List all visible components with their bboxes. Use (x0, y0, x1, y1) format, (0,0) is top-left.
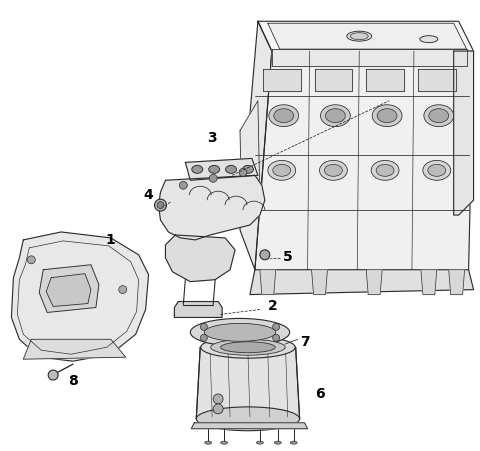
Circle shape (213, 394, 223, 404)
Ellipse shape (196, 407, 300, 431)
Circle shape (209, 175, 217, 182)
Circle shape (200, 334, 207, 341)
Ellipse shape (321, 105, 350, 127)
Polygon shape (255, 51, 474, 270)
Polygon shape (272, 49, 467, 66)
Circle shape (239, 168, 247, 176)
Polygon shape (196, 347, 300, 419)
Text: 4: 4 (144, 188, 154, 202)
Polygon shape (174, 302, 222, 318)
Text: 1: 1 (106, 233, 116, 247)
Ellipse shape (204, 441, 212, 444)
Polygon shape (192, 423, 308, 429)
Ellipse shape (377, 109, 397, 123)
Polygon shape (268, 23, 467, 49)
Ellipse shape (420, 36, 438, 43)
Ellipse shape (269, 105, 299, 127)
Text: 6: 6 (315, 387, 324, 401)
Ellipse shape (325, 109, 345, 123)
Polygon shape (263, 69, 300, 91)
Ellipse shape (324, 164, 342, 176)
Ellipse shape (221, 441, 228, 444)
Ellipse shape (424, 105, 454, 127)
Polygon shape (166, 235, 235, 282)
Polygon shape (240, 101, 260, 220)
Polygon shape (312, 270, 327, 295)
Ellipse shape (226, 166, 237, 173)
Ellipse shape (211, 339, 285, 355)
Ellipse shape (290, 441, 297, 444)
Polygon shape (158, 175, 265, 240)
Ellipse shape (192, 166, 203, 173)
Circle shape (273, 323, 280, 330)
Ellipse shape (221, 342, 276, 353)
Ellipse shape (320, 161, 348, 180)
Ellipse shape (376, 164, 394, 176)
Circle shape (48, 370, 58, 380)
Ellipse shape (429, 109, 449, 123)
Polygon shape (260, 270, 276, 295)
Polygon shape (240, 21, 272, 270)
Ellipse shape (423, 161, 451, 180)
Ellipse shape (428, 164, 446, 176)
Polygon shape (250, 270, 474, 295)
Polygon shape (366, 69, 404, 91)
Polygon shape (418, 69, 456, 91)
Ellipse shape (268, 161, 296, 180)
Polygon shape (46, 274, 91, 307)
Ellipse shape (204, 323, 276, 341)
Circle shape (27, 256, 35, 264)
Text: 8: 8 (68, 374, 78, 388)
Circle shape (119, 285, 127, 294)
Ellipse shape (209, 166, 220, 173)
Polygon shape (258, 21, 474, 51)
Polygon shape (185, 158, 258, 180)
Polygon shape (449, 270, 465, 295)
Ellipse shape (350, 32, 368, 40)
Circle shape (273, 334, 280, 341)
Ellipse shape (273, 164, 291, 176)
Polygon shape (454, 51, 474, 215)
Ellipse shape (201, 336, 295, 358)
Circle shape (157, 202, 164, 209)
Circle shape (180, 181, 187, 189)
Circle shape (200, 323, 207, 330)
Circle shape (213, 404, 223, 414)
Ellipse shape (256, 441, 264, 444)
Polygon shape (24, 339, 126, 359)
Text: 3: 3 (207, 130, 217, 144)
Ellipse shape (190, 318, 290, 346)
Polygon shape (366, 270, 382, 295)
Text: 7: 7 (300, 335, 310, 349)
Polygon shape (314, 69, 352, 91)
Text: 5: 5 (283, 250, 293, 264)
Polygon shape (12, 232, 149, 361)
Ellipse shape (274, 441, 281, 444)
Polygon shape (39, 265, 99, 313)
Circle shape (155, 199, 167, 211)
Text: 2: 2 (268, 299, 277, 313)
Circle shape (260, 250, 270, 260)
Polygon shape (421, 270, 437, 295)
Ellipse shape (274, 109, 294, 123)
Ellipse shape (372, 105, 402, 127)
Ellipse shape (371, 161, 399, 180)
Ellipse shape (347, 31, 372, 41)
Ellipse shape (242, 166, 253, 173)
